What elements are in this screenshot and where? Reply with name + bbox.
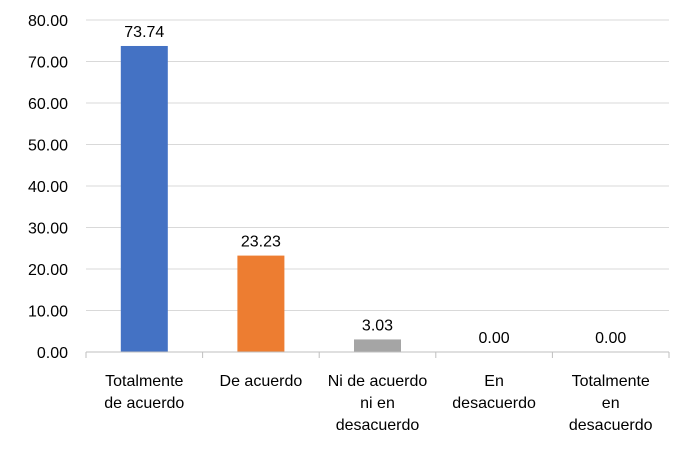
bar-data-label: 23.23 xyxy=(241,234,281,251)
bar-data-label: 0.00 xyxy=(595,330,626,347)
y-tick-label: 40.00 xyxy=(28,179,68,196)
gridlines xyxy=(86,19,669,311)
y-tick-label: 10.00 xyxy=(28,304,68,321)
y-tick-label: 30.00 xyxy=(28,221,68,238)
y-tick-label: 50.00 xyxy=(28,138,68,155)
category-label: Totalmente xyxy=(572,373,650,390)
y-tick-label: 80.00 xyxy=(28,13,68,30)
x-axis-categories: Totalmente de acuerdo De acuerdo Ni de acue… xyxy=(104,373,652,434)
bar-data-label: 73.74 xyxy=(124,24,164,41)
category-label: desacuerdo xyxy=(569,417,653,434)
category-label: De acuerdo xyxy=(220,373,303,390)
y-tick-label: 0.00 xyxy=(37,345,68,362)
bar xyxy=(354,339,401,352)
category-label: ni en xyxy=(360,395,395,412)
bar-data-label: 0.00 xyxy=(479,330,510,347)
data-labels: 73.74 23.23 3.03 0.00 0.00 xyxy=(124,24,626,347)
bar xyxy=(120,45,168,352)
category-label: En xyxy=(484,373,504,390)
category-label: desacuerdo xyxy=(336,417,420,434)
bar-data-label: 3.03 xyxy=(362,317,393,334)
category-label: Ni de acuerdo xyxy=(328,373,428,390)
bar xyxy=(237,255,285,352)
bars xyxy=(120,45,401,352)
category-label: de acuerdo xyxy=(104,395,184,412)
category-label: Totalmente xyxy=(105,373,183,390)
category-label: desacuerdo xyxy=(452,395,536,412)
y-axis-ticks: 0.00 10.00 20.00 30.00 40.00 50.00 60.00 70.00 8… xyxy=(28,13,68,362)
x-axis xyxy=(85,351,670,358)
y-tick-label: 20.00 xyxy=(28,262,68,279)
y-tick-label: 60.00 xyxy=(28,96,68,113)
category-label: en xyxy=(602,395,620,412)
y-tick-label: 70.00 xyxy=(28,55,68,72)
